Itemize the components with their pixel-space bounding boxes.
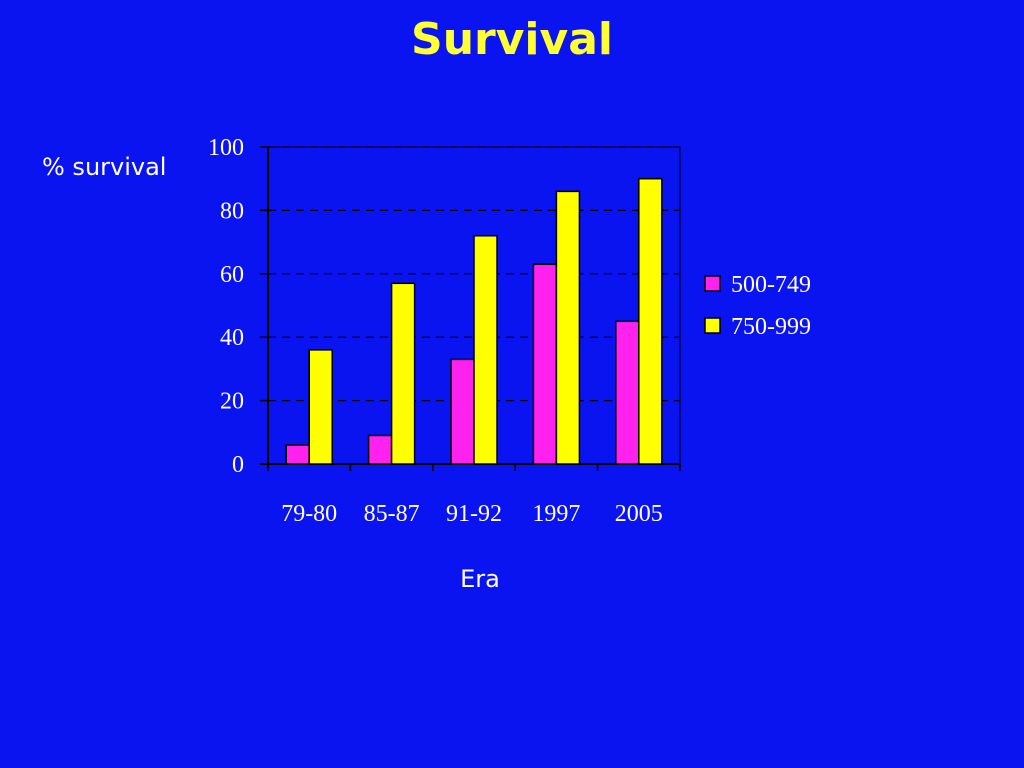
bar-750-999-79-80: [308, 349, 333, 465]
slide-title: Survival: [411, 14, 613, 65]
bar-750-999-2005: [638, 177, 663, 465]
bar-500-749-79-80: [285, 444, 310, 465]
bar-750-999-1997: [555, 190, 581, 465]
bar-500-749-1997: [532, 263, 558, 465]
x-axis-label: Era: [460, 565, 500, 593]
legend-swatch-750-999: [704, 317, 721, 334]
x-tick-label: 85-87: [364, 501, 420, 527]
bar-500-749-91-92: [450, 358, 475, 465]
bar-500-749-2005: [615, 320, 640, 465]
x-tick-label: 91-92: [446, 501, 502, 527]
x-tick-label: 1997: [532, 501, 580, 527]
y-axis-label: % survival: [42, 153, 167, 181]
y-tick-label: 80: [220, 198, 244, 224]
bar-500-749-85-87: [367, 434, 393, 465]
legend-swatch-500-749: [704, 275, 721, 292]
y-tick-label: 100: [208, 135, 244, 161]
legend-label: 500-749: [731, 272, 811, 298]
y-tick-label: 40: [220, 325, 244, 351]
y-tick-label: 20: [220, 389, 244, 415]
legend-label: 750-999: [731, 314, 811, 340]
y-tick-label: 0: [232, 452, 244, 478]
x-tick-label: 2005: [615, 501, 663, 527]
x-tick-label: 79-80: [281, 501, 337, 527]
bar-750-999-85-87: [390, 282, 416, 465]
bar-750-999-91-92: [473, 235, 498, 465]
y-tick-label: 60: [220, 262, 244, 288]
